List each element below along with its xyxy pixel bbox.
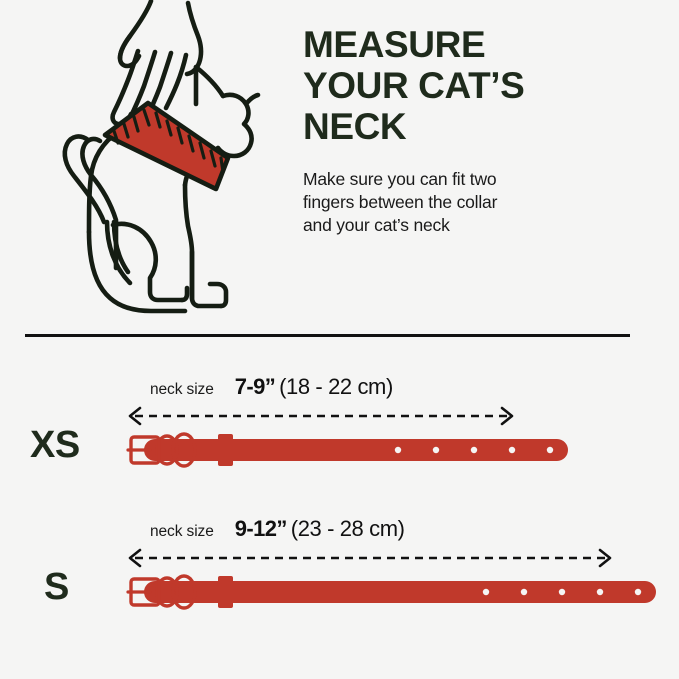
section-divider bbox=[25, 334, 630, 337]
headline-line-2: YOUR CAT’S bbox=[303, 65, 525, 106]
page-title: MEASURE YOUR CAT’S NECK bbox=[303, 24, 663, 147]
collar-graphic-s bbox=[126, 568, 666, 621]
size-code-xs: XS bbox=[30, 424, 80, 466]
range-inches-xs: 7-9” bbox=[234, 374, 276, 399]
headline-line-1: MEASURE bbox=[303, 24, 486, 65]
subtitle-line-1: Make sure you can fit two bbox=[303, 169, 497, 189]
subtitle-line-3: and your cat’s neck bbox=[303, 215, 450, 235]
cat-neck-measuring-illustration bbox=[10, 0, 295, 320]
size-row-xs: XS neck size 7-9” (18 - 22 cm) bbox=[0, 368, 679, 493]
measure-arrow-s bbox=[125, 548, 625, 573]
collar-graphic-xs bbox=[126, 426, 576, 479]
range-cm-s: (23 - 28 cm) bbox=[290, 516, 405, 541]
range-cm-xs: (18 - 22 cm) bbox=[279, 374, 393, 399]
headline-line-3: NECK bbox=[303, 106, 407, 147]
neck-size-label-xs: neck size bbox=[150, 381, 214, 398]
measuring-tape bbox=[102, 100, 231, 192]
range-inches-s: 9-12” bbox=[234, 516, 288, 541]
subtitle-line-2: fingers between the collar bbox=[303, 192, 498, 212]
size-row-s: S neck size 9-12” (23 - 28 cm) bbox=[0, 510, 679, 635]
measure-arrow-xs bbox=[125, 406, 525, 431]
neck-size-label-s: neck size bbox=[150, 523, 214, 540]
size-code-s: S bbox=[44, 566, 69, 608]
measure-caption-s: neck size 9-12” (23 - 28 cm) bbox=[150, 516, 405, 542]
measure-caption-xs: neck size 7-9” (18 - 22 cm) bbox=[150, 374, 393, 400]
subtitle: Make sure you can fit two fingers between… bbox=[303, 147, 663, 237]
headline-block: MEASURE YOUR CAT’S NECK Make sure you can … bbox=[303, 24, 663, 237]
